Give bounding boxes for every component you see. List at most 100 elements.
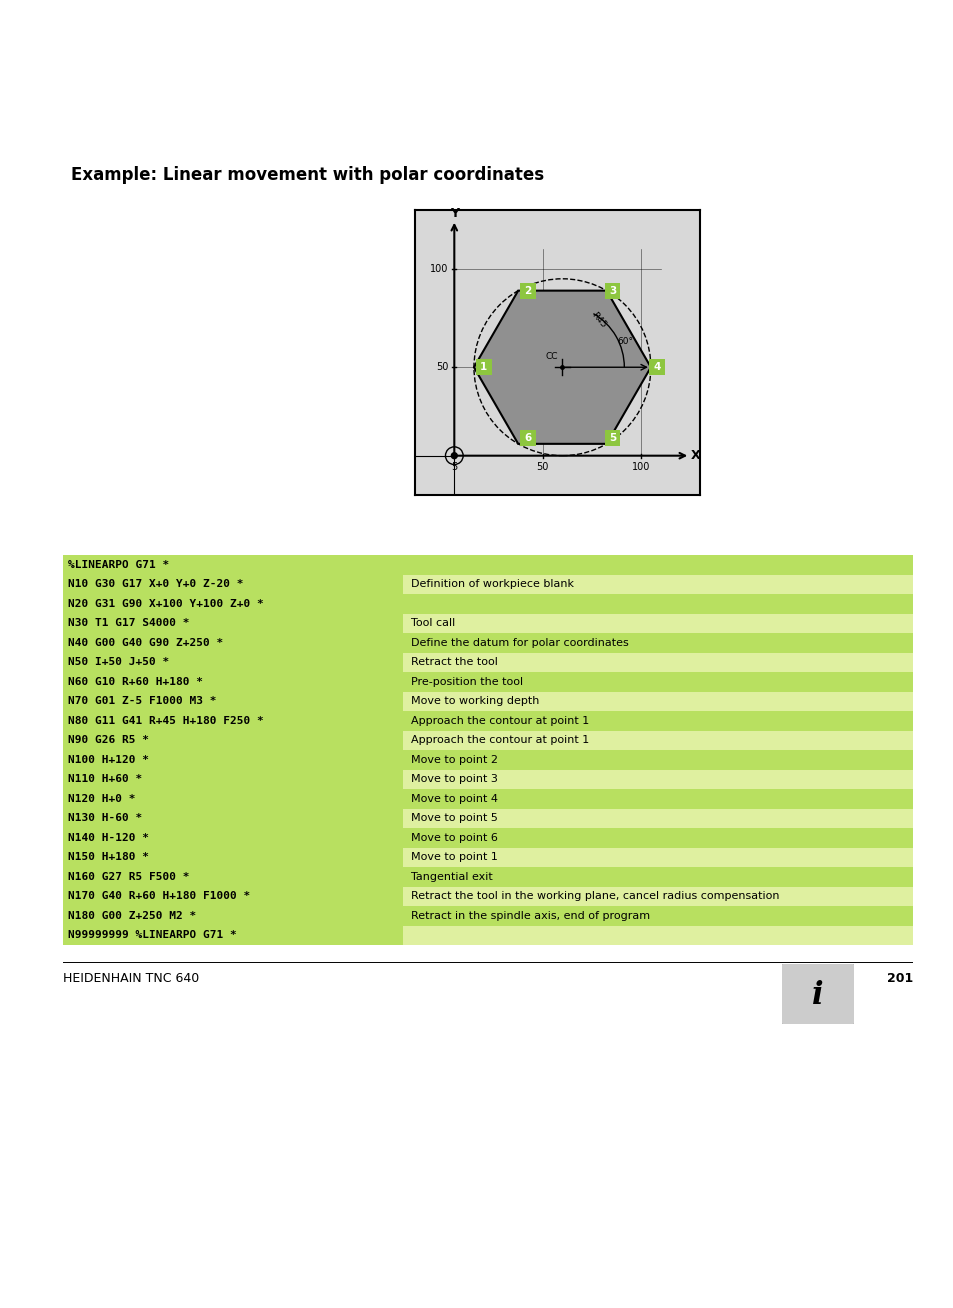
Text: Retract in the spindle axis, end of program: Retract in the spindle axis, end of prog… <box>411 910 649 921</box>
Text: Define the datum for polar coordinates: Define the datum for polar coordinates <box>411 638 628 647</box>
Text: N170 G40 R+60 H+180 F1000 *: N170 G40 R+60 H+180 F1000 * <box>68 891 250 901</box>
FancyBboxPatch shape <box>63 906 912 926</box>
FancyBboxPatch shape <box>63 887 912 906</box>
FancyBboxPatch shape <box>63 633 912 653</box>
Text: Move to point 5: Move to point 5 <box>411 814 497 823</box>
Text: R45: R45 <box>589 310 607 330</box>
FancyBboxPatch shape <box>648 360 664 375</box>
Text: N100 H+120 *: N100 H+120 * <box>68 755 149 765</box>
Text: Tangential exit: Tangential exit <box>411 871 493 882</box>
FancyBboxPatch shape <box>63 574 912 594</box>
FancyBboxPatch shape <box>63 633 402 653</box>
FancyBboxPatch shape <box>63 808 402 828</box>
FancyBboxPatch shape <box>604 283 619 298</box>
Text: 100: 100 <box>631 462 650 472</box>
Text: Tool call: Tool call <box>411 619 455 628</box>
Text: Definition of workpiece blank: Definition of workpiece blank <box>411 579 574 589</box>
FancyBboxPatch shape <box>63 828 912 848</box>
Text: N180 G00 Z+250 M2 *: N180 G00 Z+250 M2 * <box>68 910 196 921</box>
Text: HEIDENHAIN TNC 640: HEIDENHAIN TNC 640 <box>63 972 199 985</box>
Text: 5: 5 <box>451 462 456 472</box>
Text: N40 G00 G40 G90 Z+250 *: N40 G00 G40 G90 Z+250 * <box>68 638 223 647</box>
Text: N30 T1 G17 S4000 *: N30 T1 G17 S4000 * <box>68 619 190 628</box>
Text: 5: 5 <box>608 433 616 443</box>
FancyBboxPatch shape <box>63 848 912 867</box>
FancyBboxPatch shape <box>519 283 536 298</box>
FancyBboxPatch shape <box>476 360 491 375</box>
Text: Move to point 6: Move to point 6 <box>411 833 497 842</box>
Text: i: i <box>811 980 823 1011</box>
FancyBboxPatch shape <box>604 430 619 446</box>
Text: N60 G10 R+60 H+180 *: N60 G10 R+60 H+180 * <box>68 676 203 687</box>
Text: N50 I+50 J+50 *: N50 I+50 J+50 * <box>68 657 169 667</box>
Text: Y: Y <box>449 208 458 221</box>
Text: 2: 2 <box>524 285 531 296</box>
FancyBboxPatch shape <box>779 963 855 1025</box>
FancyBboxPatch shape <box>519 430 536 446</box>
FancyBboxPatch shape <box>63 653 402 672</box>
Text: Move to point 1: Move to point 1 <box>411 853 497 862</box>
Text: 4: 4 <box>653 362 659 373</box>
Text: Move to working depth: Move to working depth <box>411 696 538 706</box>
Text: X: X <box>691 449 700 462</box>
FancyBboxPatch shape <box>63 867 402 887</box>
FancyBboxPatch shape <box>63 926 912 944</box>
FancyBboxPatch shape <box>63 555 912 574</box>
Text: Move to point 3: Move to point 3 <box>411 774 497 785</box>
Text: 100: 100 <box>430 264 448 273</box>
FancyBboxPatch shape <box>63 808 912 828</box>
Text: 201: 201 <box>886 972 912 985</box>
FancyBboxPatch shape <box>63 749 402 769</box>
Circle shape <box>451 453 456 459</box>
FancyBboxPatch shape <box>63 712 912 730</box>
FancyBboxPatch shape <box>63 692 912 712</box>
FancyBboxPatch shape <box>63 672 402 692</box>
Text: Example: Linear movement with polar coordinates: Example: Linear movement with polar coor… <box>71 166 543 184</box>
Text: N90 G26 R5 *: N90 G26 R5 * <box>68 735 149 746</box>
Text: 3: 3 <box>608 285 616 296</box>
Text: %LINEARPO G71 *: %LINEARPO G71 * <box>68 560 169 570</box>
FancyBboxPatch shape <box>63 769 402 789</box>
Text: Retract the tool in the working plane, cancel radius compensation: Retract the tool in the working plane, c… <box>411 891 779 901</box>
Text: 60°: 60° <box>617 336 633 345</box>
FancyBboxPatch shape <box>63 789 912 808</box>
Text: 50: 50 <box>436 362 448 373</box>
Text: Approach the contour at point 1: Approach the contour at point 1 <box>411 735 589 746</box>
Text: N10 G30 G17 X+0 Y+0 Z-20 *: N10 G30 G17 X+0 Y+0 Z-20 * <box>68 579 243 589</box>
Text: N110 H+60 *: N110 H+60 * <box>68 774 142 785</box>
FancyBboxPatch shape <box>63 828 402 848</box>
FancyBboxPatch shape <box>63 613 402 633</box>
FancyBboxPatch shape <box>63 613 912 633</box>
FancyBboxPatch shape <box>63 926 402 944</box>
Text: N160 G27 R5 F500 *: N160 G27 R5 F500 * <box>68 871 190 882</box>
Text: 50: 50 <box>536 462 548 472</box>
Text: 6: 6 <box>524 433 531 443</box>
FancyBboxPatch shape <box>63 594 402 613</box>
Text: N130 H-60 *: N130 H-60 * <box>68 814 142 823</box>
FancyBboxPatch shape <box>63 672 912 692</box>
Text: Approach the contour at point 1: Approach the contour at point 1 <box>411 715 589 726</box>
FancyBboxPatch shape <box>63 692 402 712</box>
Text: N99999999 %LINEARPO G71 *: N99999999 %LINEARPO G71 * <box>68 930 236 940</box>
FancyBboxPatch shape <box>63 848 402 867</box>
Text: CC: CC <box>545 352 558 361</box>
Text: N80 G11 G41 R+45 H+180 F250 *: N80 G11 G41 R+45 H+180 F250 * <box>68 715 263 726</box>
FancyBboxPatch shape <box>63 730 912 749</box>
Text: N70 G01 Z-5 F1000 M3 *: N70 G01 Z-5 F1000 M3 * <box>68 696 216 706</box>
Polygon shape <box>474 290 650 443</box>
FancyBboxPatch shape <box>63 653 912 672</box>
FancyBboxPatch shape <box>63 769 912 789</box>
Text: N20 G31 G90 X+100 Y+100 Z+0 *: N20 G31 G90 X+100 Y+100 Z+0 * <box>68 599 263 608</box>
FancyBboxPatch shape <box>63 574 402 594</box>
Text: N140 H-120 *: N140 H-120 * <box>68 833 149 842</box>
Text: Retract the tool: Retract the tool <box>411 657 497 667</box>
FancyBboxPatch shape <box>63 730 402 749</box>
FancyBboxPatch shape <box>63 906 402 926</box>
FancyBboxPatch shape <box>63 594 912 613</box>
Text: Move to point 4: Move to point 4 <box>411 794 497 803</box>
FancyBboxPatch shape <box>63 887 402 906</box>
Text: N150 H+180 *: N150 H+180 * <box>68 853 149 862</box>
FancyBboxPatch shape <box>63 749 912 769</box>
Text: Pre-position the tool: Pre-position the tool <box>411 676 522 687</box>
Text: Move to point 2: Move to point 2 <box>411 755 497 765</box>
